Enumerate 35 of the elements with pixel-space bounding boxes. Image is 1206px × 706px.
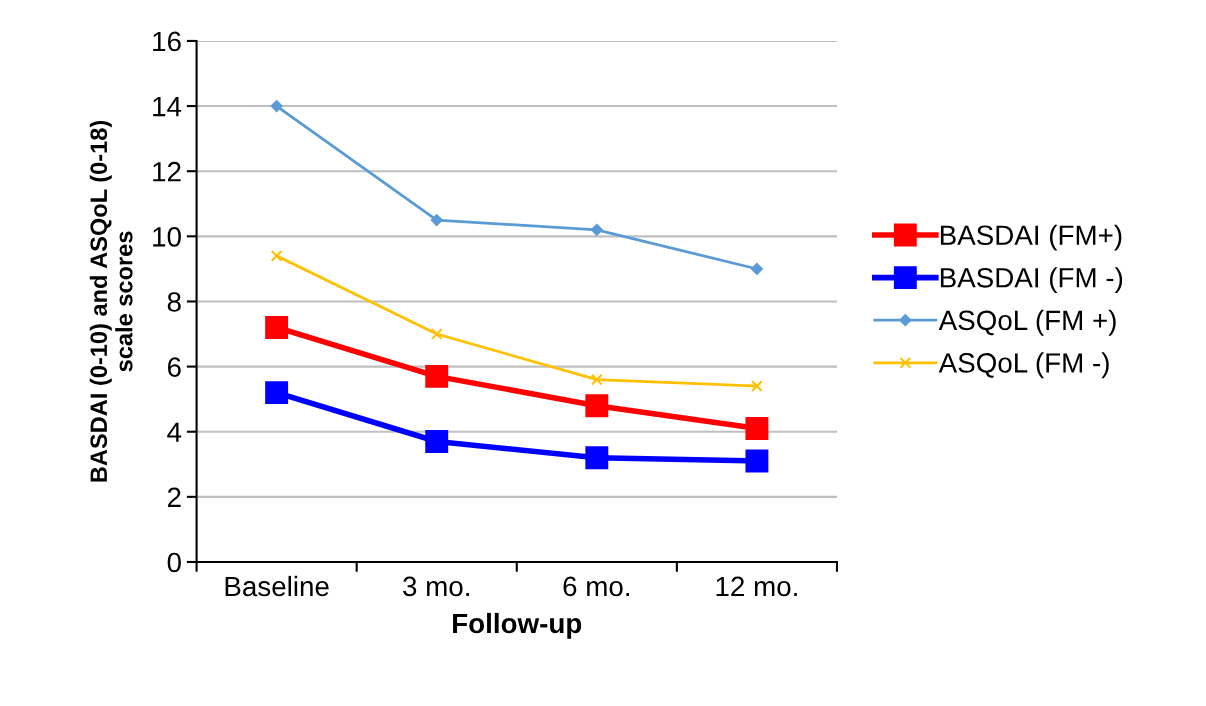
y-tick-label: 6 — [167, 357, 181, 377]
y-axis-title: BASDAI (0-10) and ASQoL (0-18) scale scores — [89, 120, 133, 482]
point — [430, 214, 443, 226]
y-tick-label: 0 — [167, 552, 181, 573]
point — [425, 364, 449, 388]
y-tick-label: 12 — [153, 161, 181, 182]
point — [425, 430, 449, 453]
point — [590, 223, 603, 236]
legend-label: ASQoL (FM -) — [938, 352, 1109, 379]
point — [751, 380, 763, 393]
point — [750, 262, 763, 275]
x-tick-label: 3 mo. — [403, 576, 469, 597]
point — [265, 381, 289, 405]
x-tick-label: Baseline — [225, 575, 329, 597]
point — [745, 417, 769, 440]
point — [430, 328, 443, 340]
point — [585, 446, 609, 470]
point — [270, 100, 283, 113]
y-tick-label: 16 — [153, 31, 181, 52]
y-tick-label: 14 — [153, 97, 182, 117]
legend-label: BASDAI (FM+) — [940, 224, 1122, 251]
point — [265, 316, 289, 339]
point — [745, 449, 769, 473]
y-tick-label: 10 — [153, 227, 181, 247]
y-tick-label: 2 — [167, 487, 181, 507]
point — [590, 373, 603, 386]
x-axis-title: Follow-up — [453, 612, 582, 639]
legend-label: BASDAI (FM -) — [940, 267, 1123, 294]
point — [585, 394, 609, 418]
point — [270, 249, 283, 262]
x-tick-label: 6 mo. — [563, 576, 630, 597]
x-tick-label: 12 mo. — [716, 576, 797, 597]
y-tick-label: 8 — [167, 292, 181, 312]
legend-label: ASQoL (FM +) — [938, 309, 1116, 336]
y-tick-label: 4 — [167, 422, 182, 442]
